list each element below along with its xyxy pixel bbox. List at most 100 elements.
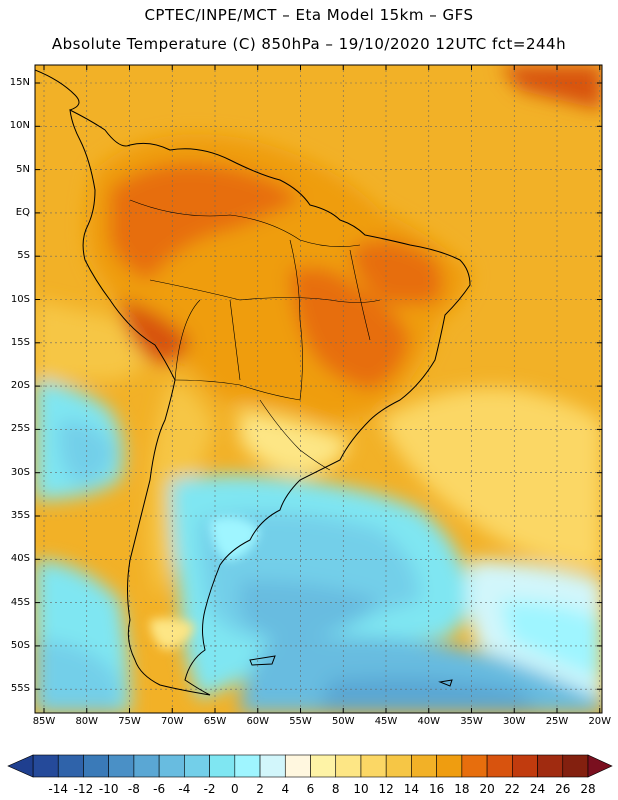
colorbar-label: 16 [428, 782, 445, 796]
colorbar-label: 6 [306, 782, 315, 796]
field-hot-northeast [350, 240, 443, 305]
field-warm-subtropical [380, 388, 602, 570]
longitude-label: 50W [331, 716, 355, 727]
colorbar-label: 4 [281, 782, 290, 796]
map-frame [34, 64, 603, 714]
colorbar-label: 28 [580, 782, 596, 796]
longitude-label: 60W [246, 716, 270, 727]
latitude-label: 35S [10, 510, 30, 521]
colorbar-swatch [209, 754, 236, 778]
longitude-label: 30W [502, 716, 526, 727]
colorbar-swatch [335, 754, 362, 778]
longitude-label: 80W [75, 716, 99, 727]
longitude-label: 75W [118, 716, 141, 727]
chart-title-line-1: CPTEC/INPE/MCT – Eta Model 15km – GFS [144, 6, 474, 24]
latitude-label: 10S [10, 293, 30, 305]
colorbar-swatch [234, 754, 261, 778]
colorbar-label: 0 [230, 782, 239, 796]
colorbar-swatch [57, 754, 84, 778]
border-line [174, 299, 201, 381]
coastlines [35, 69, 471, 696]
colorbar-under-arrow [7, 754, 34, 778]
colorbar-swatch [461, 754, 488, 778]
colorbar-label: -8 [127, 782, 140, 796]
colorbar-swatch [133, 754, 160, 778]
colorbar-label: 8 [331, 782, 340, 796]
colorbar-swatch [512, 754, 538, 778]
field-hot-central-brazil [290, 267, 410, 390]
field-patagonia-warm-spot [150, 618, 195, 650]
longitude-label: 25W [545, 716, 569, 727]
field-cold-pacific-core [59, 420, 115, 485]
colorbar-swatch [436, 754, 463, 778]
field-pacific-mild [35, 300, 150, 380]
latitude-label: EQ [15, 206, 30, 218]
field-coldest-south [320, 676, 540, 713]
colorbar-label: -14 [48, 782, 69, 796]
colorbar-swatch [562, 754, 589, 778]
longitude-label: 65W [203, 716, 227, 727]
longitude-label: 45W [374, 716, 398, 727]
longitude-label: 85W [32, 716, 56, 727]
colorbar-label: 24 [529, 782, 546, 796]
border-line [259, 399, 331, 471]
border-line [149, 279, 381, 303]
colorbar-swatch [184, 754, 210, 778]
field-colder-south-atlantic [240, 580, 380, 640]
colorbar-label: -12 [73, 782, 94, 796]
central-america-outline [35, 69, 80, 111]
latitude-label: 50S [10, 639, 30, 651]
colorbar-swatch [158, 754, 185, 778]
colorbar-swatch [360, 754, 387, 778]
field-warm-plata [240, 410, 350, 475]
colorbar-label: 10 [353, 782, 369, 796]
latitude-label: 15N [9, 77, 30, 88]
colorbar-label: 20 [479, 782, 495, 796]
latitude-label: 30S [10, 466, 30, 478]
field-patagonia-cool [210, 516, 260, 560]
longitude-label: 70W [160, 716, 184, 727]
field-hot-amazon-west [110, 163, 300, 280]
colorbar-swatch [537, 754, 564, 778]
longitude-label: 55W [289, 716, 312, 727]
colorbar-label: 14 [403, 782, 420, 796]
latitude-label: 5S [17, 250, 30, 262]
latitude-label: 10N [9, 120, 30, 132]
colorbar-swatch [385, 754, 412, 778]
colorbar-swatch [108, 754, 135, 778]
longitude-label: 40W [417, 716, 441, 727]
colorbar-swatch [411, 754, 437, 778]
south-america-outline [69, 109, 471, 696]
longitude-label: 35W [460, 716, 483, 727]
colorbar-label: -6 [153, 782, 166, 796]
axis-ticks [35, 65, 602, 713]
colorbar-label: 26 [555, 782, 571, 796]
field-hot-atlantic-ne [500, 65, 602, 110]
latitude-label: 15S [10, 336, 30, 348]
border-line [229, 299, 241, 381]
field-cold-pacific-south [35, 640, 120, 713]
colorbar-label: 12 [378, 782, 394, 796]
border-line [129, 199, 361, 247]
falkland-islands-outline [249, 655, 276, 666]
colorbar-label: -4 [178, 782, 191, 796]
latitude-label: 40S [10, 553, 30, 565]
graticule [35, 65, 602, 713]
latitude-label: 5N [16, 163, 30, 175]
temperature-field [35, 65, 602, 713]
country-borders [129, 199, 381, 471]
colorbar-label: 18 [454, 782, 470, 796]
south-georgia-outline [438, 679, 453, 687]
colorbar-label: 2 [256, 782, 264, 796]
colorbar-over-arrow [587, 754, 613, 778]
colorbar-label: 22 [504, 782, 520, 796]
latitude-label: 55S [10, 683, 30, 695]
colorbar-swatch [32, 754, 59, 778]
border-line [349, 249, 371, 341]
latitude-label: 25S [10, 423, 30, 435]
colorbar [7, 754, 613, 778]
longitude-label: 20W [588, 716, 612, 727]
colorbar-swatch [486, 754, 513, 778]
field-cool-atlantic-east [500, 600, 602, 680]
